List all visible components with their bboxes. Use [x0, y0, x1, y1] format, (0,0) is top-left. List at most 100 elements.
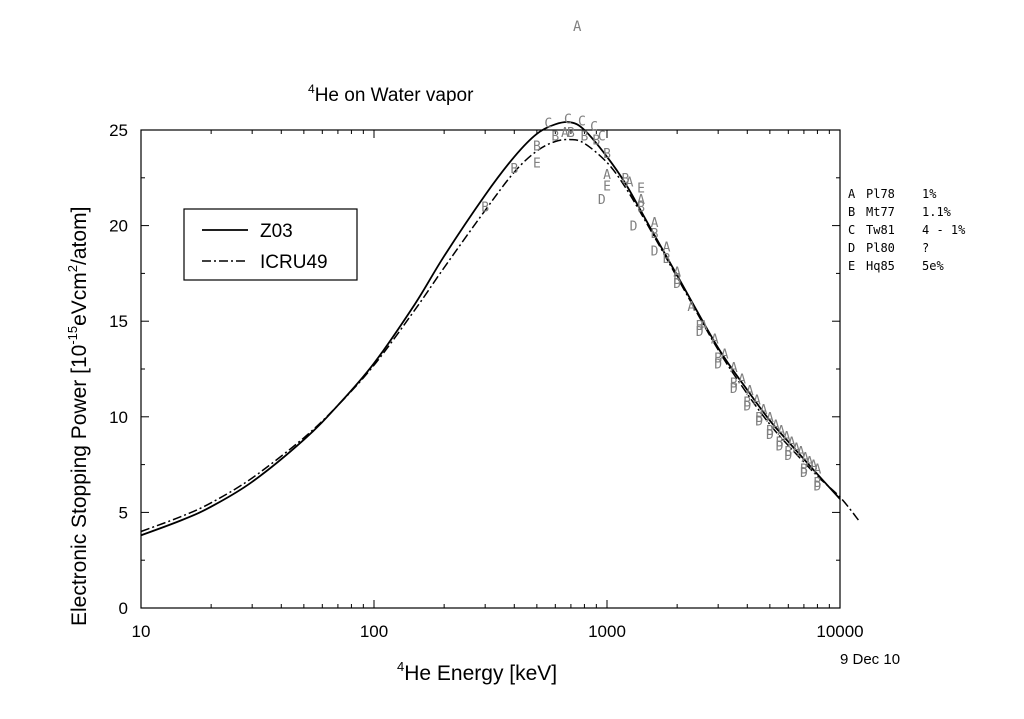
- y-tick-labels: 0 5 10 15 20 25: [109, 121, 128, 618]
- meas-legend-letter: A: [848, 187, 856, 201]
- y-tick-label: 25: [109, 121, 128, 140]
- marker-a: A: [730, 361, 738, 376]
- marker-a: A: [788, 436, 796, 451]
- marker-a: A: [783, 430, 791, 445]
- series-line-z03: [140, 121, 841, 537]
- legend-label-z03: Z03: [260, 221, 293, 242]
- meas-legend-label: Mt77: [866, 205, 895, 219]
- marker-c: C: [590, 120, 598, 135]
- meas-legend-letter: D: [848, 241, 855, 255]
- marker-a: A: [814, 462, 822, 477]
- axis-ticks: [140, 129, 841, 609]
- marker-a: A: [738, 373, 746, 388]
- marker-b: B: [784, 445, 792, 460]
- series-line-icru49: [140, 138, 859, 533]
- marker-a: A: [797, 445, 805, 460]
- meas-legend-letter: E: [848, 259, 855, 273]
- marker-e: E: [603, 179, 611, 194]
- meas-legend-label: Pl78: [866, 187, 895, 201]
- marker-a: A: [561, 126, 569, 141]
- marker-a: A: [721, 348, 729, 363]
- marker-b: B: [663, 252, 671, 267]
- marker-a: A: [801, 451, 809, 466]
- x-axis-label: 4He Energy [keV]: [397, 659, 557, 685]
- x-tick-label: 100: [360, 622, 388, 641]
- marker-d: D: [814, 480, 822, 495]
- marker-c: C: [544, 116, 552, 131]
- marker-b: B: [651, 227, 659, 242]
- marker-d: D: [696, 325, 704, 340]
- y-tick-label: 5: [119, 503, 128, 522]
- marker-b: B: [622, 172, 630, 187]
- marker-b: B: [592, 134, 600, 149]
- marker-a: A: [746, 384, 754, 399]
- marker-b: B: [800, 462, 808, 477]
- marker-c: C: [578, 114, 586, 129]
- marker-d: D: [630, 220, 638, 235]
- legend-label-icru49: ICRU49: [260, 252, 328, 273]
- marker-d: D: [800, 466, 808, 481]
- marker-b: B: [603, 147, 611, 162]
- marker-b: B: [696, 319, 704, 334]
- marker-d: D: [598, 193, 606, 208]
- marker-a: A: [663, 241, 671, 256]
- marker-a: A: [772, 418, 780, 433]
- marker-a: A: [766, 411, 774, 426]
- y-tick-label: 0: [119, 599, 128, 618]
- marker-b: B: [814, 476, 822, 491]
- marker-b: B: [481, 200, 489, 215]
- marker-c: C: [564, 113, 572, 128]
- meas-legend-uncertainty: ?: [922, 241, 929, 255]
- series-layer: [140, 121, 859, 537]
- meas-legend-letter: C: [848, 223, 855, 237]
- marker-b: B: [766, 424, 774, 439]
- marker-b: B: [551, 130, 559, 145]
- meas-legend-label: Pl80: [866, 241, 895, 255]
- marker-c: C: [598, 130, 606, 145]
- y-tick-label: 20: [109, 217, 128, 236]
- marker-b: B: [510, 162, 518, 177]
- marker-b: B: [637, 200, 645, 215]
- y-tick-label: 10: [109, 408, 128, 427]
- y-axis-label: Electronic Stopping Power [10-15eVcm2/at…: [65, 207, 91, 626]
- marker-a: A: [810, 459, 818, 474]
- marker-d: D: [766, 428, 774, 443]
- marker-a: A: [687, 300, 695, 315]
- marker-b: B: [533, 139, 541, 154]
- meas-legend-uncertainty: 1%: [922, 187, 937, 201]
- date-stamp: 9 Dec 10: [840, 651, 900, 668]
- marker-d: D: [743, 399, 751, 414]
- chart-title: 4He on Water vapor: [308, 82, 474, 106]
- measurement-legend: A Pl78 1% B Mt77 1.1% C Tw81 4 - 1% D Pl80 ? E Hq85 5e…: [848, 187, 966, 273]
- marker-e: E: [637, 181, 645, 196]
- marker-a: A: [792, 441, 800, 456]
- marker-a: A: [753, 394, 761, 409]
- x-tick-label: 1000: [588, 622, 626, 641]
- marker-b: B: [776, 436, 784, 451]
- meas-legend-label: Hq85: [866, 259, 895, 273]
- meas-legend-uncertainty: 5e%: [922, 259, 944, 273]
- marker-a: A: [673, 265, 681, 280]
- stray-marker: A: [573, 19, 582, 35]
- legend-box: [183, 208, 358, 281]
- marker-d: D: [651, 244, 659, 259]
- y-tick-label: 15: [109, 312, 128, 331]
- meas-legend-uncertainty: 1.1%: [922, 205, 952, 219]
- x-tick-label: 10: [132, 622, 151, 641]
- marker-a: A: [603, 168, 611, 183]
- marker-b: B: [567, 126, 575, 141]
- marker-b: B: [673, 273, 681, 288]
- marker-b: B: [714, 352, 722, 367]
- marker-b: B: [743, 396, 751, 411]
- marker-b: B: [730, 376, 738, 391]
- marker-b: B: [755, 411, 763, 426]
- marker-d: D: [730, 382, 738, 397]
- marker-a: A: [637, 193, 645, 208]
- marker-d: D: [673, 277, 681, 292]
- marker-a: A: [700, 319, 708, 334]
- legend: Z03 ICRU49: [183, 208, 358, 281]
- marker-d: D: [755, 415, 763, 430]
- x-tick-labels: 10 100 1000 10000: [132, 622, 864, 641]
- marker-e: E: [533, 157, 541, 172]
